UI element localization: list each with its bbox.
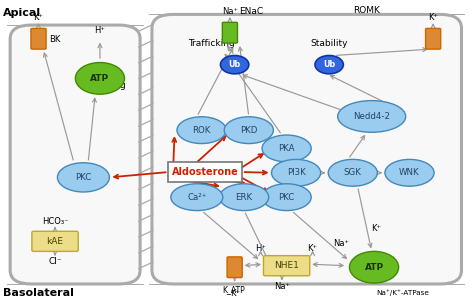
Text: K⁺: K⁺ xyxy=(229,289,240,298)
FancyBboxPatch shape xyxy=(32,231,78,252)
Text: PKC: PKC xyxy=(279,193,295,202)
Ellipse shape xyxy=(57,163,109,192)
Ellipse shape xyxy=(219,184,269,211)
Ellipse shape xyxy=(171,184,223,211)
Text: Na⁺/K⁺-ATPase: Na⁺/K⁺-ATPase xyxy=(376,289,429,296)
Text: SGK: SGK xyxy=(344,168,362,177)
Text: ERK: ERK xyxy=(236,193,253,202)
Text: Nedd4-2: Nedd4-2 xyxy=(353,112,390,121)
Text: Cl⁻: Cl⁻ xyxy=(48,256,62,266)
Text: PKA: PKA xyxy=(278,144,295,153)
FancyBboxPatch shape xyxy=(168,162,242,182)
Text: PKC: PKC xyxy=(75,173,91,182)
Text: ROK: ROK xyxy=(192,126,211,135)
Ellipse shape xyxy=(262,135,311,162)
Ellipse shape xyxy=(315,55,343,74)
FancyBboxPatch shape xyxy=(264,256,310,276)
Text: Trafficking: Trafficking xyxy=(79,81,126,90)
Text: Na⁺: Na⁺ xyxy=(274,282,290,291)
Text: Na⁺: Na⁺ xyxy=(222,7,238,16)
FancyBboxPatch shape xyxy=(31,28,46,49)
Text: Ca²⁺: Ca²⁺ xyxy=(187,193,207,202)
Text: Aldosterone: Aldosterone xyxy=(172,167,238,177)
Text: K⁺: K⁺ xyxy=(428,13,438,22)
Ellipse shape xyxy=(262,184,311,211)
FancyBboxPatch shape xyxy=(426,28,441,49)
Text: PI3K: PI3K xyxy=(287,168,305,177)
Text: WNK: WNK xyxy=(399,168,420,177)
Text: ATP: ATP xyxy=(91,74,109,83)
Text: PKD: PKD xyxy=(240,126,257,135)
Ellipse shape xyxy=(177,117,226,144)
Ellipse shape xyxy=(272,159,320,186)
Ellipse shape xyxy=(328,159,377,186)
Text: NHE1: NHE1 xyxy=(274,261,299,270)
Text: kAE: kAE xyxy=(46,237,64,246)
FancyBboxPatch shape xyxy=(10,25,140,284)
Text: Stability: Stability xyxy=(310,39,348,48)
Ellipse shape xyxy=(75,62,125,94)
Text: K⁺: K⁺ xyxy=(34,13,44,22)
Text: Ub: Ub xyxy=(323,60,335,69)
Text: ROMK: ROMK xyxy=(353,6,380,15)
Text: Ub: Ub xyxy=(228,60,241,69)
Text: K⁺: K⁺ xyxy=(308,244,318,253)
Ellipse shape xyxy=(224,117,273,144)
Text: Trafficking: Trafficking xyxy=(188,39,234,48)
Text: Na⁺: Na⁺ xyxy=(333,239,349,248)
Text: Basolateral: Basolateral xyxy=(3,288,74,298)
FancyBboxPatch shape xyxy=(222,22,237,43)
Text: Apical: Apical xyxy=(3,8,41,18)
Text: K⁺: K⁺ xyxy=(372,224,382,233)
Text: ATP: ATP xyxy=(365,263,383,272)
Ellipse shape xyxy=(349,252,399,283)
Text: H⁺: H⁺ xyxy=(255,244,266,253)
FancyBboxPatch shape xyxy=(227,257,242,278)
Text: ENaC: ENaC xyxy=(239,7,264,16)
Text: BK: BK xyxy=(49,35,60,44)
Text: H⁺: H⁺ xyxy=(94,26,105,35)
Ellipse shape xyxy=(385,159,434,186)
FancyBboxPatch shape xyxy=(152,14,462,284)
Ellipse shape xyxy=(337,101,406,132)
Ellipse shape xyxy=(220,55,249,74)
Text: K_ATP: K_ATP xyxy=(222,285,245,294)
Text: HCO₃⁻: HCO₃⁻ xyxy=(42,217,68,226)
